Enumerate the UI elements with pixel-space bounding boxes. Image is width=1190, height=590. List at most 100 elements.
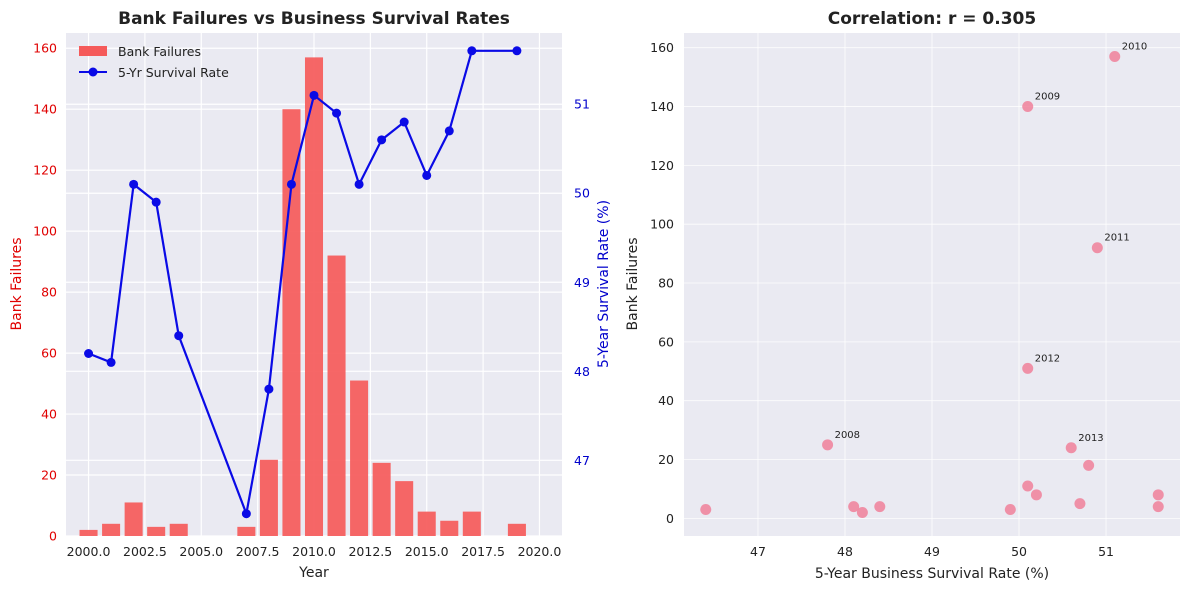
scatter-point (1074, 498, 1086, 510)
left-x-tick-label: 2002.5 (123, 544, 167, 559)
left-x-tick-label: 2017.5 (461, 544, 505, 559)
survival-rate-point (129, 179, 139, 189)
scatter-x-tick-label: 49 (924, 544, 940, 559)
right-y-tick-labels: 47 48 49 50 51 (574, 97, 590, 468)
left-x-tick-label: 2010.0 (292, 544, 336, 559)
survival-rate-point (332, 108, 342, 118)
survival-rate-point (444, 126, 454, 136)
bank-failures-bar (350, 380, 369, 536)
bank-failures-bar (147, 526, 166, 536)
scatter-point (1152, 501, 1164, 513)
right-y-tick-label: 48 (574, 364, 590, 379)
survival-rate-point (264, 384, 274, 394)
left-y-tick-labels: 0 20 40 60 80 100 120 140 160 (33, 41, 57, 544)
scatter-x-tick-label: 48 (837, 544, 853, 559)
scatter-y-tick-label: 140 (650, 99, 674, 114)
bank-failures-bar (102, 523, 121, 536)
left-x-tick-label: 2000.0 (67, 544, 111, 559)
scatter-y-tick-labels: 0 20 40 60 80 100 120 140 160 (650, 40, 674, 526)
scatter-y-tick-label: 40 (658, 393, 674, 408)
bank-failures-bar (259, 459, 278, 536)
legend: Bank Failures 5-Yr Survival Rate (79, 44, 229, 80)
bank-failures-bar (327, 255, 346, 536)
bank-failures-bar (440, 520, 459, 536)
left-y-axis-label: Bank Failures (9, 238, 25, 331)
survival-rate-point (512, 46, 522, 56)
survival-rate-point (241, 509, 251, 519)
left-y-tick-label: 40 (41, 407, 57, 422)
survival-rate-point (174, 331, 184, 341)
legend-bank-failures: Bank Failures (118, 44, 201, 59)
survival-rate-point (151, 197, 161, 207)
scatter-point (1022, 101, 1034, 113)
scatter-points (700, 51, 1164, 518)
bank-failures-bar (237, 526, 256, 536)
survival-rate-point (286, 179, 296, 189)
left-y-tick-label: 0 (49, 529, 57, 544)
year-annotation: 2008 (835, 430, 860, 441)
survival-rate-point (399, 117, 409, 127)
bank-failures-bar (304, 57, 324, 536)
right-y-tick-label: 50 (574, 186, 590, 201)
scatter-y-tick-label: 80 (658, 276, 674, 291)
left-chart-title: Bank Failures vs Business Survival Rates (118, 9, 510, 29)
bank-failures-bar (282, 109, 301, 536)
scatter-point (1022, 362, 1034, 374)
scatter-point (1109, 51, 1121, 63)
survival-rate-point (422, 170, 432, 180)
scatter-point (822, 439, 834, 451)
scatter-y-axis-label: Bank Failures (625, 238, 641, 331)
scatter-point (1152, 489, 1164, 501)
scatter-point (1091, 242, 1103, 254)
left-x-axis-label: Year (298, 565, 329, 581)
scatter-point (700, 504, 712, 516)
year-annotation: 2013 (1078, 433, 1103, 444)
correlation-scatter-chart: 2008 2009 2010 2011 2012 2013 47 48 49 50 51 0 20 4… (625, 9, 1180, 582)
year-annotation: 2012 (1035, 353, 1060, 364)
bank-failures-bar (79, 529, 98, 536)
left-y-tick-label: 140 (33, 102, 57, 117)
scatter-point (1083, 459, 1095, 471)
survival-rate-point (354, 179, 364, 189)
scatter-x-tick-label: 47 (750, 544, 766, 559)
left-y-tick-label: 100 (33, 224, 57, 239)
bank-failures-bar (124, 502, 143, 536)
bank-failures-bar (372, 462, 391, 536)
bank-failures-bar (417, 511, 436, 536)
scatter-y-tick-label: 20 (658, 452, 674, 467)
right-y-tick-label: 47 (574, 453, 590, 468)
survival-rate-point (106, 357, 116, 367)
year-annotation: 2011 (1104, 233, 1129, 244)
bank-failures-bar (169, 523, 188, 536)
left-y-tick-label: 120 (33, 163, 57, 178)
scatter-point (856, 506, 868, 518)
left-y-tick-label: 20 (41, 468, 57, 483)
scatter-x-tick-label: 50 (1011, 544, 1027, 559)
left-x-tick-label: 2005.0 (179, 544, 223, 559)
scatter-x-tick-labels: 47 48 49 50 51 (750, 544, 1114, 559)
bank-failures-bar (462, 511, 481, 536)
scatter-y-tick-label: 120 (650, 158, 674, 173)
scatter-point (1022, 480, 1034, 492)
survival-rate-line (84, 46, 522, 519)
left-y-tick-label: 80 (41, 285, 57, 300)
right-y-tick-label: 51 (574, 97, 590, 112)
left-x-tick-label: 2012.5 (348, 544, 392, 559)
scatter-x-tick-label: 51 (1098, 544, 1114, 559)
scatter-point (1065, 442, 1077, 454)
left-x-tick-label: 2007.5 (236, 544, 280, 559)
survival-rate-point (84, 348, 94, 358)
right-chart-title: Correlation: r = 0.305 (828, 9, 1036, 29)
legend-line-marker (88, 67, 98, 77)
legend-bar-swatch (79, 46, 107, 56)
right-grid (684, 33, 1180, 536)
left-y-tick-label: 160 (33, 41, 57, 56)
left-y-tick-label: 60 (41, 346, 57, 361)
scatter-x-axis-label: 5-Year Business Survival Rate (%) (815, 566, 1049, 582)
left-x-tick-label: 2015.0 (405, 544, 449, 559)
bank-failures-bar (507, 523, 526, 536)
left-x-tick-labels: 2000.0 2002.5 2005.0 2007.5 2010.0 2012.5 2015… (67, 544, 562, 559)
scatter-point (1004, 504, 1016, 516)
scatter-y-tick-label: 0 (666, 511, 674, 526)
